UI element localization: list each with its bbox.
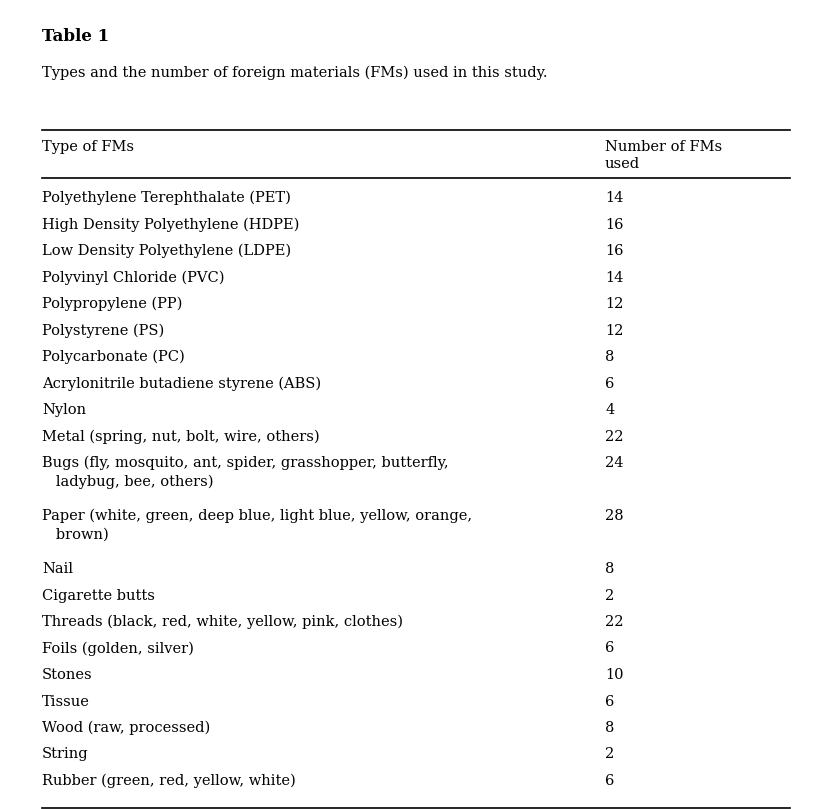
Text: Polycarbonate (PC): Polycarbonate (PC): [42, 350, 184, 364]
Text: Stones: Stones: [42, 668, 92, 682]
Text: Wood (raw, processed): Wood (raw, processed): [42, 721, 210, 735]
Text: Bugs (fly, mosquito, ant, spider, grasshopper, butterfly,
   ladybug, bee, other: Bugs (fly, mosquito, ant, spider, grassh…: [42, 456, 449, 489]
Text: 6: 6: [605, 774, 614, 788]
Text: Acrylonitrile butadiene styrene (ABS): Acrylonitrile butadiene styrene (ABS): [42, 376, 321, 391]
Text: Table 1: Table 1: [42, 28, 109, 45]
Text: 6: 6: [605, 376, 614, 391]
Text: High Density Polyethylene (HDPE): High Density Polyethylene (HDPE): [42, 218, 299, 232]
Text: 10: 10: [605, 668, 623, 682]
Text: 6: 6: [605, 694, 614, 709]
Text: 16: 16: [605, 218, 623, 231]
Text: 2: 2: [605, 748, 614, 761]
Text: 4: 4: [605, 403, 614, 417]
Text: 14: 14: [605, 270, 623, 285]
Text: String: String: [42, 748, 89, 761]
Text: Metal (spring, nut, bolt, wire, others): Metal (spring, nut, bolt, wire, others): [42, 430, 320, 444]
Text: Tissue: Tissue: [42, 694, 90, 709]
Text: Polystyrene (PS): Polystyrene (PS): [42, 324, 165, 338]
Text: 16: 16: [605, 244, 623, 258]
Text: Paper (white, green, deep blue, light blue, yellow, orange,
   brown): Paper (white, green, deep blue, light bl…: [42, 509, 472, 541]
Text: 12: 12: [605, 324, 623, 337]
Text: 22: 22: [605, 615, 623, 629]
Text: Threads (black, red, white, yellow, pink, clothes): Threads (black, red, white, yellow, pink…: [42, 615, 403, 629]
Text: 8: 8: [605, 562, 614, 576]
Text: Polyvinyl Chloride (PVC): Polyvinyl Chloride (PVC): [42, 270, 224, 285]
Text: 22: 22: [605, 430, 623, 443]
Text: Number of FMs
used: Number of FMs used: [605, 140, 722, 172]
Text: Polypropylene (PP): Polypropylene (PP): [42, 297, 182, 311]
Text: Nail: Nail: [42, 562, 73, 576]
Text: Types and the number of foreign materials (FMs) used in this study.: Types and the number of foreign material…: [42, 66, 548, 80]
Text: Cigarette butts: Cigarette butts: [42, 588, 155, 603]
Text: 8: 8: [605, 350, 614, 364]
Text: 2: 2: [605, 588, 614, 603]
Text: Foils (golden, silver): Foils (golden, silver): [42, 642, 194, 656]
Text: Rubber (green, red, yellow, white): Rubber (green, red, yellow, white): [42, 774, 296, 789]
Text: Type of FMs: Type of FMs: [42, 140, 134, 154]
Text: 6: 6: [605, 642, 614, 655]
Text: Nylon: Nylon: [42, 403, 86, 417]
Text: 8: 8: [605, 721, 614, 735]
Text: Low Density Polyethylene (LDPE): Low Density Polyethylene (LDPE): [42, 244, 291, 258]
Text: 12: 12: [605, 297, 623, 311]
Text: 28: 28: [605, 509, 623, 523]
Text: 14: 14: [605, 191, 623, 205]
Text: Polyethylene Terephthalate (PET): Polyethylene Terephthalate (PET): [42, 191, 291, 205]
Text: 24: 24: [605, 456, 623, 470]
